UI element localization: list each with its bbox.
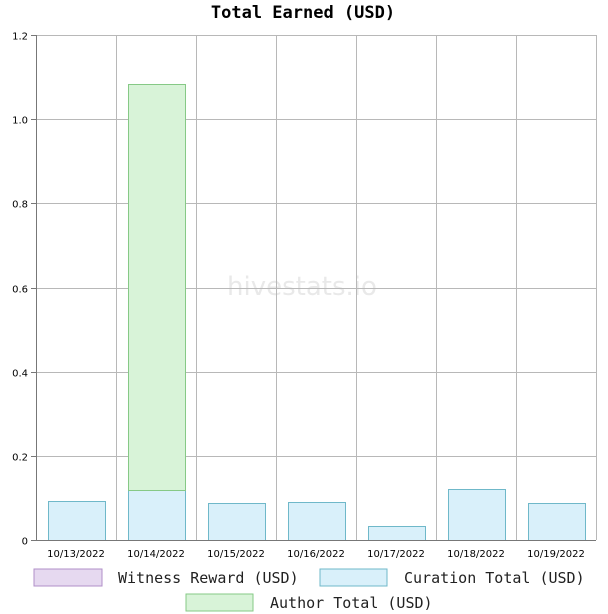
x-tick-label: 10/19/2022 — [527, 549, 585, 560]
x-tick-label: 10/17/2022 — [367, 549, 425, 560]
x-axis-ticks: 10/13/2022 10/14/2022 10/15/2022 10/16/2022… — [47, 549, 585, 560]
bar-curation-total[interactable] — [48, 501, 106, 541]
y-tick-label: 0.6 — [12, 285, 28, 296]
bar-curation-total[interactable] — [448, 489, 506, 541]
chart-title: Total Earned (USD) — [211, 3, 395, 23]
bar-curation-total[interactable] — [128, 490, 186, 541]
legend-swatch-witness-reward — [33, 568, 103, 587]
bars — [48, 84, 586, 541]
y-tick-label: 1.0 — [12, 116, 28, 127]
x-tick-label: 10/14/2022 — [127, 549, 185, 560]
bar-curation-total[interactable] — [528, 503, 586, 541]
y-tick-label: 1.2 — [12, 32, 28, 43]
legend-label-witness-reward: Witness Reward (USD) — [118, 569, 299, 587]
legend-label-curation-total: Curation Total (USD) — [404, 569, 585, 587]
y-tick-label: 0.4 — [12, 369, 28, 380]
x-tick-label: 10/13/2022 — [47, 549, 105, 560]
y-axis-ticks: 0 0.2 0.4 0.6 0.8 1.0 1.2 — [12, 32, 36, 548]
legend-item-curation-total[interactable]: Curation Total (USD) — [319, 568, 585, 587]
legend-item-witness-reward[interactable]: Witness Reward (USD) — [33, 568, 299, 587]
axes — [36, 35, 596, 541]
x-tick-label: 10/18/2022 — [447, 549, 505, 560]
y-tick-label: 0.2 — [12, 453, 28, 464]
legend-item-author-total[interactable]: Author Total (USD) — [185, 593, 433, 612]
x-tick-label: 10/15/2022 — [207, 549, 265, 560]
legend-swatch-author-total — [185, 593, 254, 612]
legend: Witness Reward (USD) Curation Total (USD… — [33, 568, 585, 612]
grid — [36, 35, 597, 540]
legend-swatch-curation-total — [319, 568, 388, 587]
x-tick-label: 10/16/2022 — [287, 549, 345, 560]
watermark: hivestats.io — [227, 272, 377, 302]
bar-curation-total[interactable] — [368, 526, 426, 541]
y-tick-label: 0.8 — [12, 200, 28, 211]
y-tick-label: 0 — [22, 537, 28, 548]
legend-label-author-total: Author Total (USD) — [270, 594, 433, 612]
bar-curation-total[interactable] — [208, 503, 266, 541]
bar-curation-total[interactable] — [288, 502, 346, 541]
bar-author-total[interactable] — [128, 84, 186, 491]
